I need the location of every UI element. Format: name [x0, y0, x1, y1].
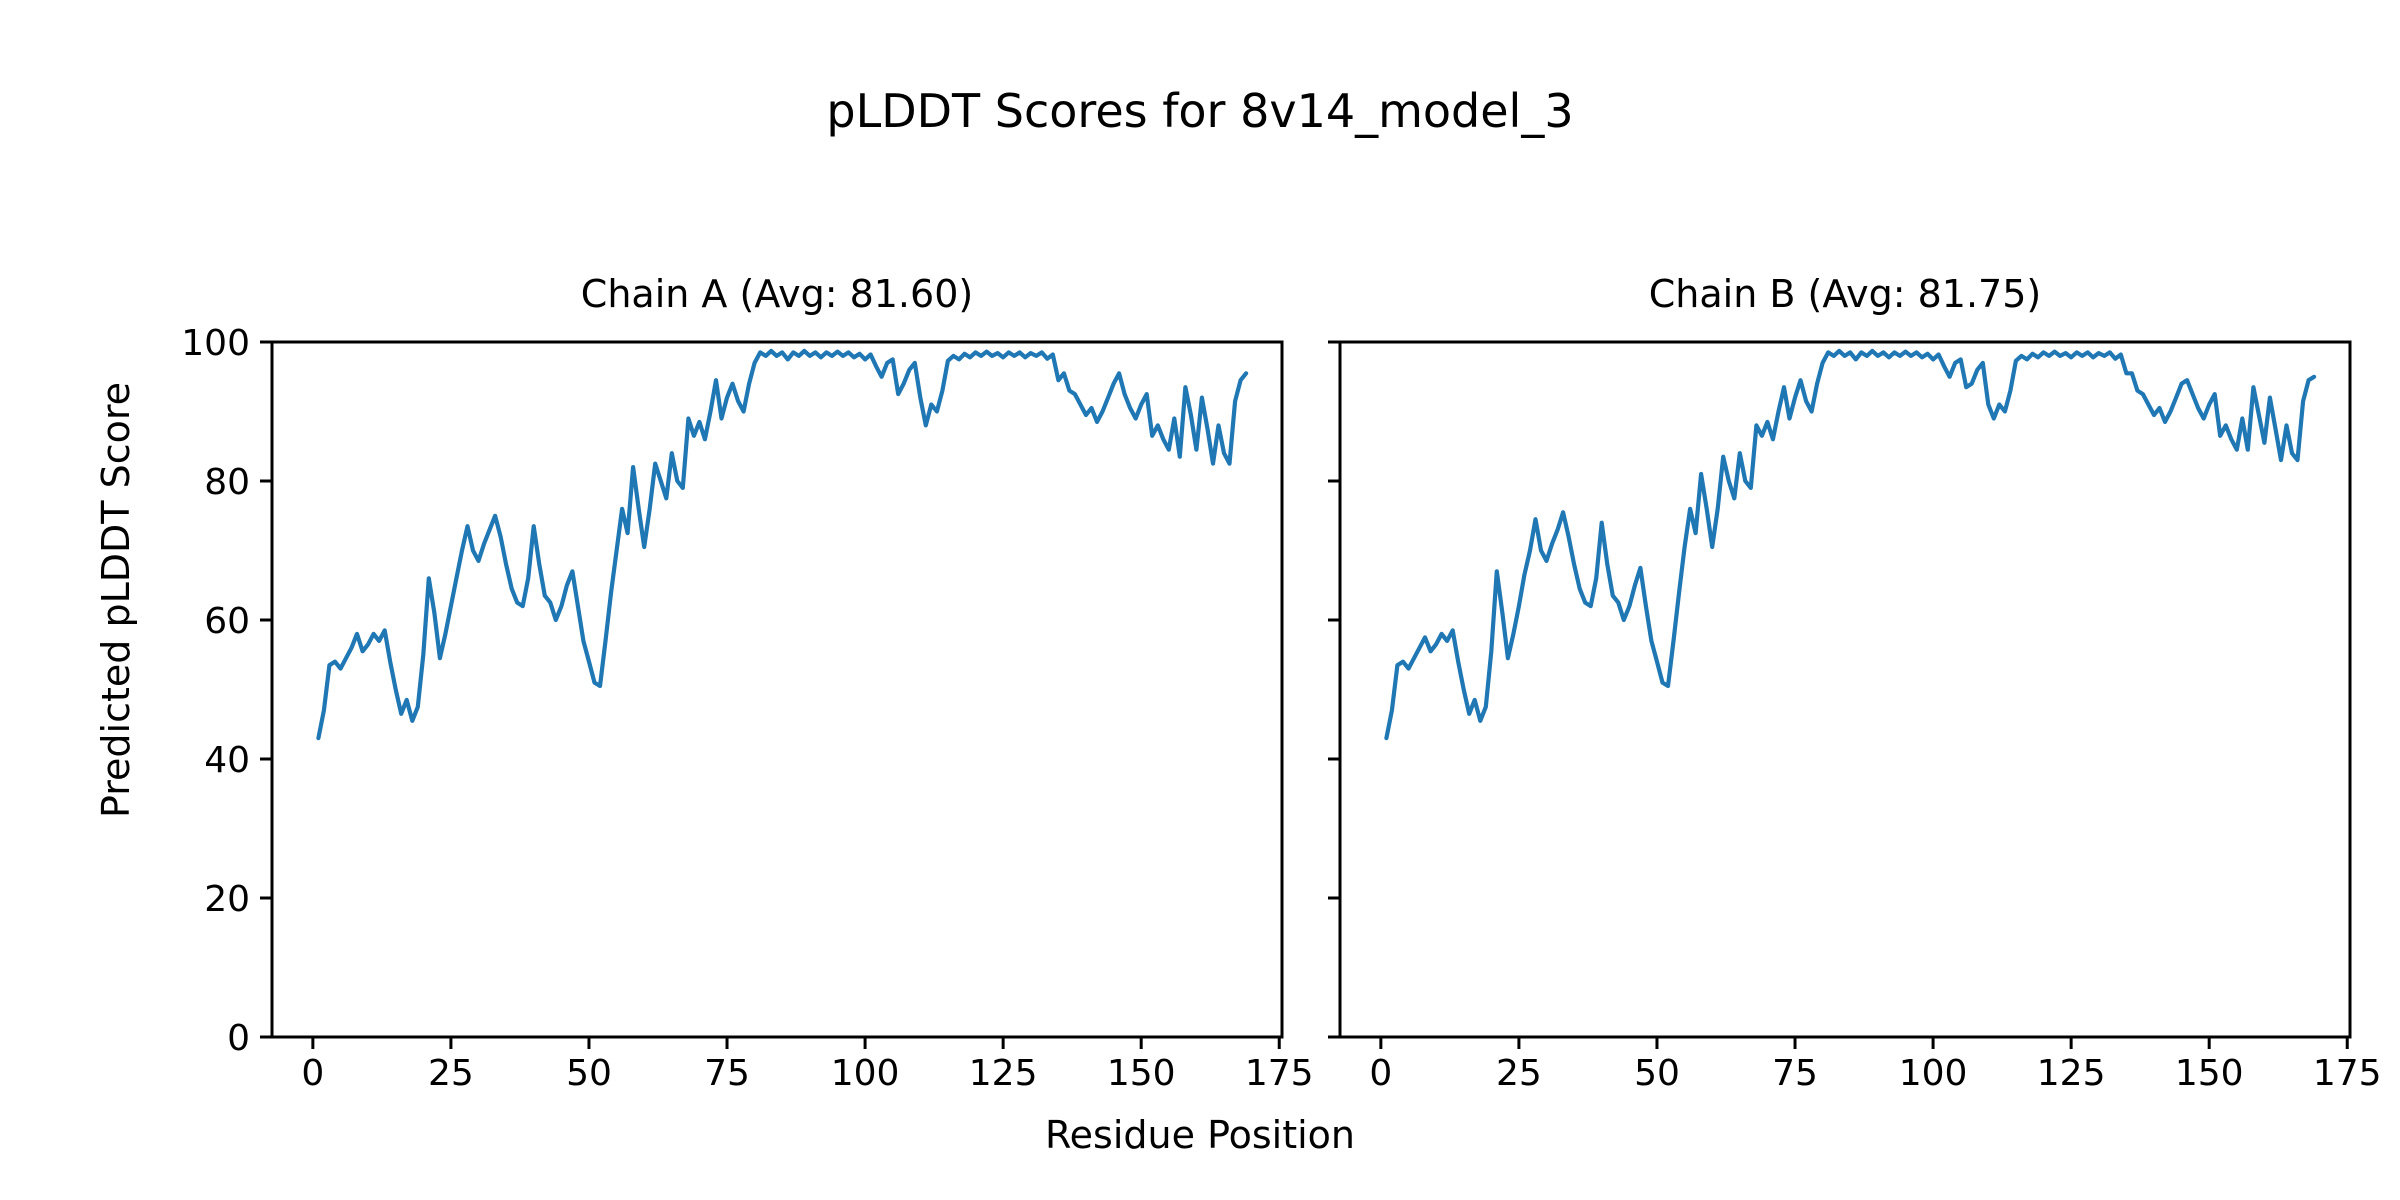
y-axis-label: Predicted pLDDT Score	[94, 382, 138, 818]
axes-spines	[1338, 340, 2352, 1039]
x-tick-label: 25	[1496, 1053, 1542, 1094]
x-tick-label: 175	[1245, 1053, 1314, 1094]
y-tick-label: 100	[181, 323, 250, 364]
x-tick-label: 150	[2175, 1053, 2244, 1094]
x-tick-label: 75	[704, 1053, 750, 1094]
x-tick-label: 0	[1369, 1053, 1392, 1094]
x-tick-label: 100	[831, 1053, 900, 1094]
y-tick-label: 0	[227, 1018, 250, 1059]
x-axis-label: Residue Position	[1044, 1113, 1356, 1157]
x-tick-label: 175	[2313, 1053, 2382, 1094]
chain-a-plddt-line	[316, 348, 1249, 741]
x-tick-label: 100	[1899, 1053, 1968, 1094]
x-tick-label: 50	[1634, 1053, 1680, 1094]
subplot-chain-b: Chain B (Avg: 81.75) 0 25 50 75 100 125 150 175	[1328, 272, 2382, 1094]
chain-a-plot-area: 0 25 50 75 100 125 150 175 0 20 40 60 80 100	[181, 323, 1313, 1094]
x-tick-label: 125	[2037, 1053, 2106, 1094]
y-tick-label: 60	[204, 601, 250, 642]
subplot-chain-a: Chain A (Avg: 81.60) 0 25 50 75 100 125 150 175…	[181, 272, 1313, 1094]
y-tick-label: 20	[204, 879, 250, 920]
x-tick-label: 75	[1772, 1053, 1818, 1094]
x-tick-label: 150	[1107, 1053, 1176, 1094]
subplot-chain-a-title: Chain A (Avg: 81.60)	[580, 272, 974, 316]
x-tick-label: 125	[969, 1053, 1038, 1094]
y-tick-label: 80	[204, 462, 250, 503]
subplot-chain-b-title: Chain B (Avg: 81.75)	[1648, 272, 2042, 316]
x-tick-label: 0	[301, 1053, 324, 1094]
x-tick-label: 25	[428, 1053, 474, 1094]
axes-spines	[270, 340, 1284, 1039]
chain-b-plddt-line	[1384, 348, 2317, 741]
figure-title: pLDDT Scores for 8v14_model_3	[826, 84, 1574, 138]
x-tick-label: 50	[566, 1053, 612, 1094]
chain-b-plot-area: 0 25 50 75 100 125 150 175	[1328, 340, 2382, 1094]
y-tick-label: 40	[204, 740, 250, 781]
